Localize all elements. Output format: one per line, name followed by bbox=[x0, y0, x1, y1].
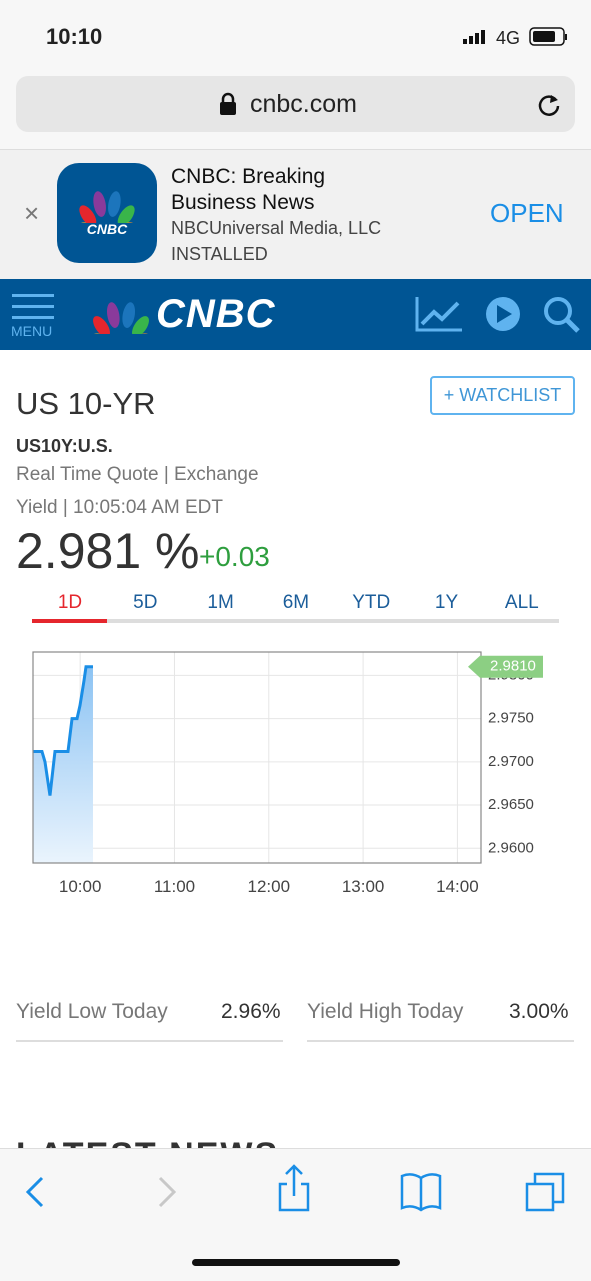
browser-toolbar bbox=[0, 1148, 591, 1281]
stat-divider bbox=[307, 1040, 574, 1042]
quote-name: US 10-YR bbox=[16, 386, 156, 421]
network-label: 4G bbox=[496, 28, 521, 48]
yield-line bbox=[33, 665, 93, 796]
range-tab[interactable]: 1M bbox=[207, 592, 234, 613]
status-icons bbox=[463, 27, 567, 46]
stat-divider bbox=[16, 1040, 283, 1042]
toolbar-icons bbox=[25, 1164, 565, 1266]
watchlist-button[interactable]: + WATCHLIST bbox=[430, 376, 575, 415]
close-banner[interactable]: × bbox=[24, 198, 40, 228]
nav-peacock bbox=[92, 302, 150, 334]
quote-symbol: US10Y:U.S. bbox=[16, 436, 113, 456]
x-tick-label: 13:00 bbox=[342, 877, 385, 896]
x-tick-label: 14:00 bbox=[436, 877, 479, 896]
tab-track bbox=[32, 619, 559, 623]
y-tick-label: 2.9700 bbox=[488, 753, 534, 770]
menu-label[interactable]: MENU bbox=[11, 323, 53, 339]
range-tab[interactable]: 1Y bbox=[434, 592, 459, 613]
nav-icons bbox=[415, 297, 580, 333]
plot-area bbox=[33, 652, 481, 863]
x-tick-label: 11:00 bbox=[154, 877, 195, 896]
url-text: cnbc.com bbox=[250, 90, 357, 118]
x-tick-label: 10:00 bbox=[59, 877, 102, 896]
range-tab[interactable]: 1D bbox=[57, 592, 83, 613]
app-icon bbox=[57, 163, 157, 263]
lock-icon bbox=[220, 92, 236, 115]
open-button[interactable]: OPEN bbox=[490, 198, 564, 228]
range-tab[interactable]: 5D bbox=[133, 592, 158, 613]
quote-timestamp: Yield | 10:05:04 AM EDT bbox=[16, 497, 224, 518]
x-tick-label: 12:00 bbox=[248, 877, 291, 896]
app-status: INSTALLED bbox=[171, 244, 268, 264]
y-tick-label: 2.9650 bbox=[488, 796, 534, 813]
nav-brand[interactable]: CNBC bbox=[156, 292, 276, 336]
range-tab[interactable]: 6M bbox=[282, 592, 310, 613]
app-publisher: NBCUniversal Media, LLC bbox=[171, 218, 382, 238]
y-tick-label: 2.9750 bbox=[488, 710, 534, 727]
y-tick-label: 2.9600 bbox=[488, 839, 534, 856]
status-time: 10:10 bbox=[46, 24, 103, 49]
peacock-icon bbox=[79, 191, 135, 223]
range-tab[interactable]: YTD bbox=[352, 592, 391, 613]
stat-value: 3.00% bbox=[509, 1000, 569, 1023]
stat-label: Yield High Today bbox=[307, 1000, 464, 1023]
active-tab-indicator bbox=[32, 619, 107, 623]
url-bar[interactable] bbox=[16, 76, 575, 132]
stat-value: 2.96% bbox=[221, 1000, 281, 1023]
yield-chart: 2.96002.96502.97002.97502.980010:0011:00… bbox=[32, 651, 543, 896]
app-title: CNBC: Breaking Business News bbox=[171, 165, 326, 214]
quote-source: Real Time Quote | Exchange bbox=[16, 464, 259, 485]
menu-icon[interactable] bbox=[12, 292, 56, 322]
quote-change: +0.03 bbox=[199, 541, 270, 572]
range-tab[interactable]: ALL bbox=[504, 592, 539, 613]
last-value-label: 2.9810 bbox=[490, 658, 536, 675]
quote-price: 2.981 % bbox=[16, 523, 200, 579]
reload-button[interactable] bbox=[536, 92, 562, 118]
stat-label: Yield Low Today bbox=[16, 1000, 168, 1023]
last-value-marker bbox=[468, 655, 543, 678]
plot-border bbox=[32, 651, 482, 864]
app-icon-label: CNBC bbox=[86, 221, 128, 237]
